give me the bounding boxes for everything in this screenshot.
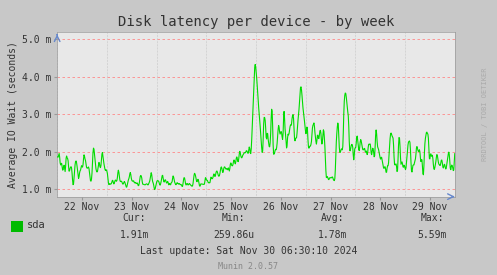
Text: Min:: Min: (222, 213, 246, 223)
Text: Avg:: Avg: (321, 213, 345, 223)
Text: sda: sda (27, 221, 46, 230)
Text: 5.59m: 5.59m (417, 230, 447, 240)
Text: 259.86u: 259.86u (213, 230, 254, 240)
Text: Munin 2.0.57: Munin 2.0.57 (219, 262, 278, 271)
Text: Cur:: Cur: (122, 213, 146, 223)
Text: 1.91m: 1.91m (119, 230, 149, 240)
Title: Disk latency per device - by week: Disk latency per device - by week (118, 15, 394, 29)
Text: Max:: Max: (420, 213, 444, 223)
Text: 1.78m: 1.78m (318, 230, 348, 240)
Text: Last update: Sat Nov 30 06:30:10 2024: Last update: Sat Nov 30 06:30:10 2024 (140, 246, 357, 256)
Y-axis label: Average IO Wait (seconds): Average IO Wait (seconds) (8, 41, 18, 188)
Text: RRDTOOL / TOBI OETIKER: RRDTOOL / TOBI OETIKER (482, 67, 488, 161)
